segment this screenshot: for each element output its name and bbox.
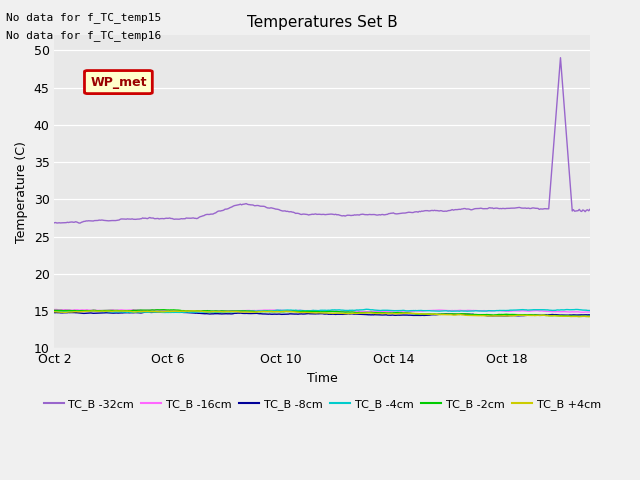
Y-axis label: Temperature (C): Temperature (C) xyxy=(15,141,28,243)
Text: No data for f_TC_temp16: No data for f_TC_temp16 xyxy=(6,30,162,41)
Title: Temperatures Set B: Temperatures Set B xyxy=(247,15,397,30)
Text: WP_met: WP_met xyxy=(90,75,147,89)
Legend: TC_B -32cm, TC_B -16cm, TC_B -8cm, TC_B -4cm, TC_B -2cm, TC_B +4cm: TC_B -32cm, TC_B -16cm, TC_B -8cm, TC_B … xyxy=(39,395,605,414)
Text: No data for f_TC_temp15: No data for f_TC_temp15 xyxy=(6,12,162,23)
FancyBboxPatch shape xyxy=(84,71,152,94)
X-axis label: Time: Time xyxy=(307,372,337,385)
